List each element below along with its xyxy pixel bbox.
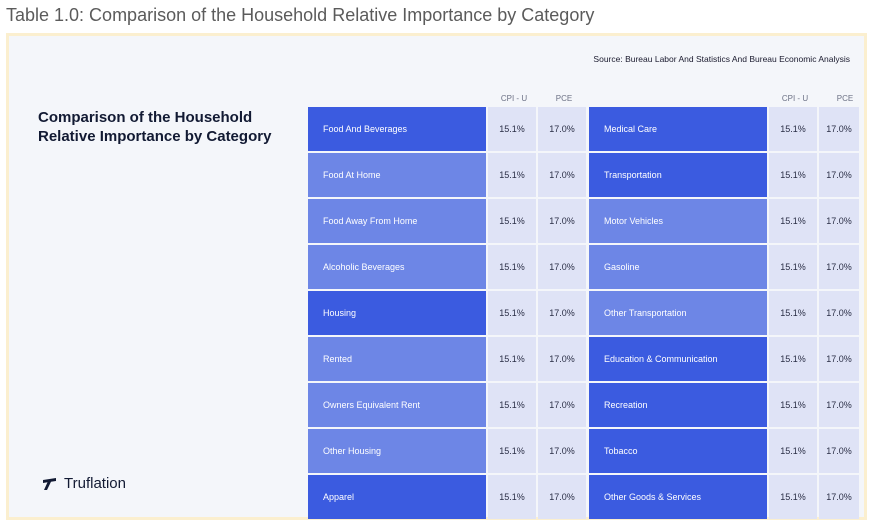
table-row: Rented 15.1% 17.0% Education & Communicatio… [308,337,859,381]
cpi-value-cell: 15.1% [769,291,817,335]
truflation-logo: Truflation [41,474,126,492]
cpi-value-cell: 15.1% [488,199,536,243]
pce-value-cell: 17.0% [819,429,859,473]
category-name-cell: Alcoholic Beverages [308,245,486,289]
category-name-cell: Tobacco [589,429,767,473]
cpi-value-cell: 15.1% [488,245,536,289]
pce-value-cell: 17.0% [819,153,859,197]
table-row: Housing 15.1% 17.0% Other Transportation 15.… [308,291,859,335]
panel-title: Comparison of the Household Relative Imp… [38,109,272,145]
pce-value-cell: 17.0% [538,245,586,289]
category-name-cell: Food Away From Home [308,199,486,243]
category-name-cell: Gasoline [589,245,767,289]
cpi-value-cell: 15.1% [769,337,817,381]
pce-value-cell: 17.0% [538,107,586,151]
category-name-cell: Housing [308,291,486,335]
pce-value-cell: 17.0% [819,107,859,151]
header-cpi-left: CPI - U [500,94,528,103]
cpi-value-cell: 15.1% [769,475,817,519]
cpi-value-cell: 15.1% [488,107,536,151]
pce-value-cell: 17.0% [538,291,586,335]
category-name-cell: Education & Communication [589,337,767,381]
pce-value-cell: 17.0% [538,337,586,381]
table-row: Food Away From Home 15.1% 17.0% Motor Vehic… [308,199,859,243]
header-pce-right: PCE [836,94,854,103]
category-name-cell: Medical Care [589,107,767,151]
category-name-cell: Other Housing [308,429,486,473]
cpi-value-cell: 15.1% [769,429,817,473]
category-name-cell: Rented [308,337,486,381]
table-row: Other Housing 15.1% 17.0% Tobacco 15.1% 17.0% [308,429,859,473]
category-table: Food And Beverages 15.1% 17.0% Medical Care… [308,107,859,521]
table-row: Food At Home 15.1% 17.0% Transportation 15.1… [308,153,859,197]
category-name-cell: Food And Beverages [308,107,486,151]
category-name-cell: Other Transportation [589,291,767,335]
source-note: Source: Bureau Labor And Statistics And … [593,54,850,64]
cpi-value-cell: 15.1% [488,153,536,197]
header-cpi-right: CPI - U [781,94,809,103]
cpi-value-cell: 15.1% [488,475,536,519]
cpi-value-cell: 15.1% [488,383,536,427]
category-name-cell: Owners Equivalent Rent [308,383,486,427]
cpi-value-cell: 15.1% [769,107,817,151]
logo-text: Truflation [64,474,126,492]
table-row: Food And Beverages 15.1% 17.0% Medical Care… [308,107,859,151]
pce-value-cell: 17.0% [538,199,586,243]
truflation-logo-icon [43,478,56,490]
table-row: Owners Equivalent Rent 15.1% 17.0% Recreati… [308,383,859,427]
pce-value-cell: 17.0% [538,475,586,519]
header-pce-left: PCE [555,94,573,103]
pce-value-cell: 17.0% [538,153,586,197]
pce-value-cell: 17.0% [819,383,859,427]
category-name-cell: Motor Vehicles [589,199,767,243]
pce-value-cell: 17.0% [538,429,586,473]
pce-value-cell: 17.0% [819,291,859,335]
table-caption: Table 1.0: Comparison of the Household R… [6,5,595,25]
infographic-card: Source: Bureau Labor And Statistics And … [6,33,867,520]
pce-value-cell: 17.0% [538,383,586,427]
cpi-value-cell: 15.1% [488,429,536,473]
category-name-cell: Recreation [589,383,767,427]
pce-value-cell: 17.0% [819,475,859,519]
cpi-value-cell: 15.1% [488,291,536,335]
cpi-value-cell: 15.1% [769,245,817,289]
cpi-value-cell: 15.1% [769,153,817,197]
category-name-cell: Other Goods & Services [589,475,767,519]
category-name-cell: Apparel [308,475,486,519]
pce-value-cell: 17.0% [819,337,859,381]
cpi-value-cell: 15.1% [769,383,817,427]
table-row: Apparel 15.1% 17.0% Other Goods & Services 1… [308,475,859,519]
category-name-cell: Food At Home [308,153,486,197]
cpi-value-cell: 15.1% [769,199,817,243]
category-name-cell: Transportation [589,153,767,197]
pce-value-cell: 17.0% [819,245,859,289]
table-row: Alcoholic Beverages 15.1% 17.0% Gasoline 15.… [308,245,859,289]
pce-value-cell: 17.0% [819,199,859,243]
cpi-value-cell: 15.1% [488,337,536,381]
